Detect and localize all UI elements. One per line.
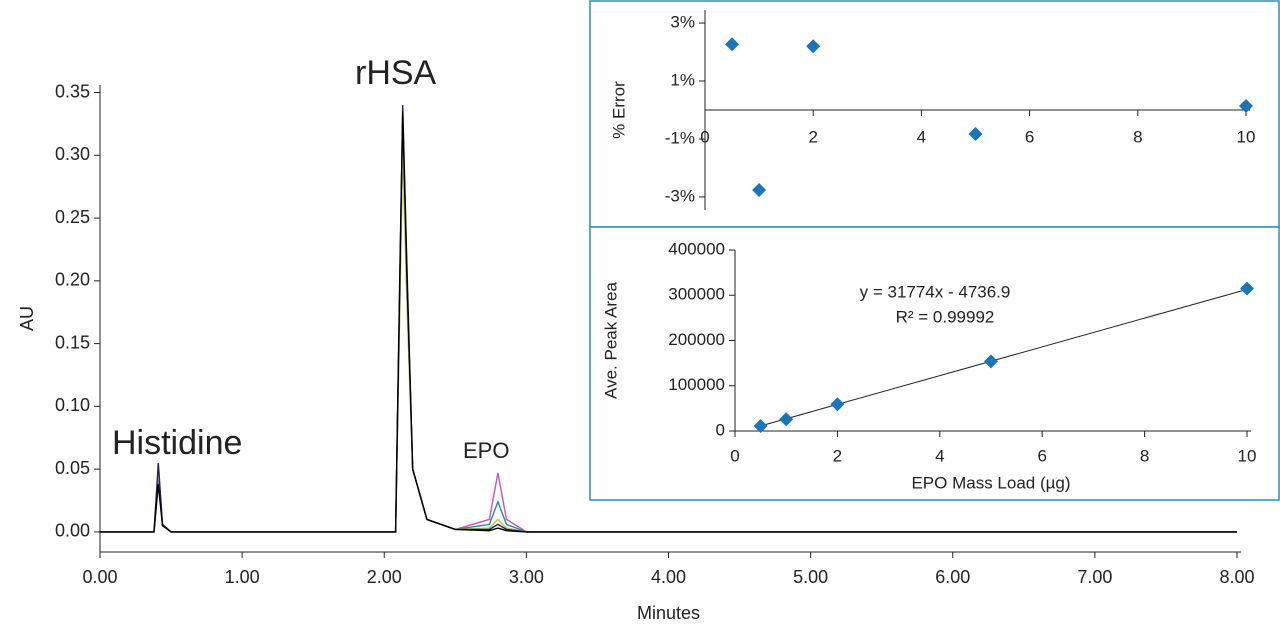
x-tick-label: 0	[730, 446, 739, 465]
point	[1239, 98, 1253, 113]
point	[830, 397, 845, 412]
point	[806, 39, 821, 54]
annotation: R² = 0.99992	[896, 307, 995, 326]
y-tick-label: 0.00	[55, 521, 90, 541]
y-tick-label: 0.05	[55, 458, 90, 478]
x-tick-label: 8	[1140, 446, 1149, 465]
x-tick-label: 4	[917, 127, 926, 146]
y-tick-label: 0.35	[55, 81, 90, 101]
x-tick-label: 10	[1237, 127, 1256, 146]
y-tick-label: 200000	[668, 330, 725, 349]
x-tick-label: 4.00	[651, 567, 686, 587]
y-tick-label: -3%	[665, 186, 695, 205]
x-tick-label: 2	[808, 127, 817, 146]
trace	[100, 111, 1237, 533]
point	[725, 37, 740, 52]
y-tick-label: 0	[716, 420, 725, 439]
x-tick-label: 3.00	[509, 567, 544, 587]
y-tick-label: 0.30	[55, 144, 90, 164]
point	[968, 127, 983, 142]
point	[752, 183, 767, 197]
x-tick-label: 0	[700, 127, 709, 146]
y-axis-label: Ave. Peak Area	[601, 282, 620, 399]
x-tick-label: 8.00	[1219, 567, 1254, 587]
y-tick-label: 0.15	[55, 332, 90, 352]
x-tick-label: 6	[1025, 127, 1034, 146]
y-axis-label: % Error	[609, 81, 628, 139]
y-tick-label: 0.20	[55, 270, 90, 290]
x-tick-label: 10	[1238, 446, 1257, 465]
y-tick-label: 1%	[670, 70, 695, 89]
y-tick-label: 0.25	[55, 207, 90, 227]
x-tick-label: 5.00	[793, 567, 828, 587]
point	[753, 419, 768, 434]
y-tick-label: -1%	[665, 128, 695, 147]
y-tick-label: 100000	[668, 375, 725, 394]
x-tick-label: 2	[833, 446, 842, 465]
x-tick-label: 1.00	[225, 567, 260, 587]
annotation: y = 31774x - 4736.9	[860, 282, 1011, 301]
x-tick-label: 6	[1037, 446, 1046, 465]
x-axis-label: EPO Mass Load (µg)	[911, 473, 1070, 492]
point	[779, 412, 794, 427]
x-tick-label: 6.00	[935, 567, 970, 587]
x-axis-label: Minutes	[637, 603, 700, 623]
annotation: Histidine	[112, 424, 242, 462]
x-tick-label: 7.00	[1077, 567, 1112, 587]
x-tick-label: 8	[1133, 127, 1142, 146]
y-tick-label: 0.10	[55, 395, 90, 415]
x-tick-label: 4	[935, 446, 944, 465]
x-tick-label: 0.00	[82, 567, 117, 587]
y-tick-label: 400000	[668, 239, 725, 258]
y-axis-label: AU	[17, 306, 37, 331]
annotation: rHSA	[355, 54, 437, 92]
y-tick-label: 300000	[668, 285, 725, 304]
y-tick-label: 3%	[670, 13, 695, 32]
linearity-inset-frame	[589, 226, 1280, 501]
point	[984, 354, 998, 369]
point	[1240, 281, 1254, 296]
annotation: EPO	[463, 438, 509, 463]
x-tick-label: 2.00	[367, 567, 402, 587]
